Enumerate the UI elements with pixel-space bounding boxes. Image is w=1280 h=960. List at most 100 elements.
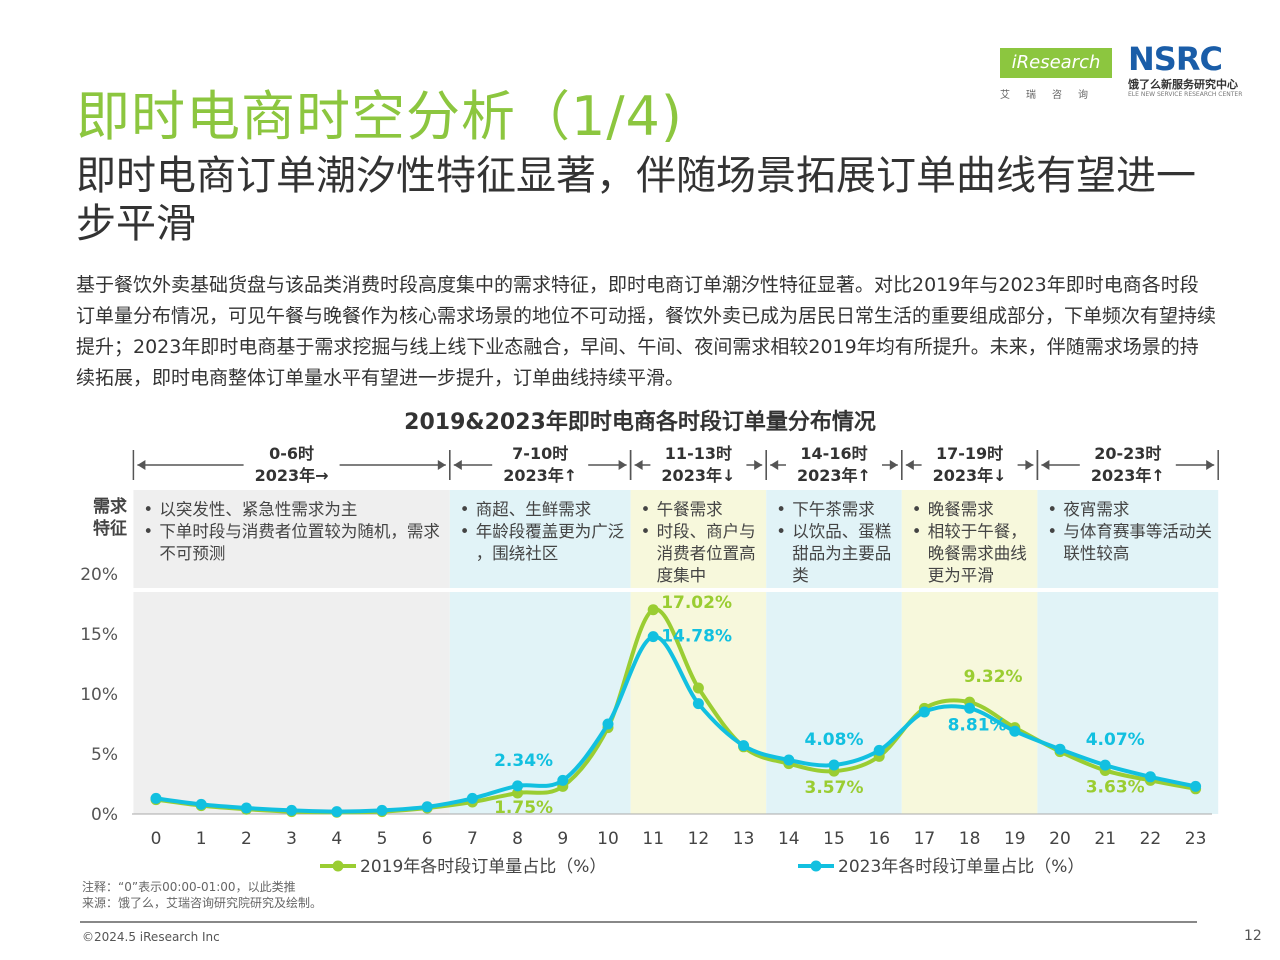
- feature-text-2-1: 时段、商户与消费者位置高度集中: [657, 522, 756, 585]
- x-tick-label-12: 12: [688, 829, 710, 849]
- data-label-9: 3.63%: [1086, 777, 1145, 797]
- footer-divider: [80, 921, 1197, 923]
- nsrc-logo-en: ELE NEW SERVICE RESEARCH CENTER: [1128, 91, 1243, 98]
- series-1-point-5: [376, 804, 388, 816]
- feature-bullet-5-0: •: [1047, 500, 1057, 519]
- y-tick-label-3: 15%: [80, 625, 118, 645]
- plot-band-3: [766, 592, 902, 814]
- x-tick-label-22: 22: [1140, 829, 1162, 849]
- y-tick-label-1: 5%: [91, 745, 118, 765]
- series-1-point-14: [783, 754, 795, 766]
- data-label-1: 14.78%: [661, 627, 732, 647]
- series-1-point-0: [150, 792, 162, 804]
- data-label-4: 2.34%: [494, 751, 553, 771]
- legend-label-1: 2023年各时段订单量占比（%）: [838, 857, 1084, 877]
- feature-bullet-3-1: •: [776, 522, 786, 541]
- feature-bullet-3-0: •: [776, 500, 786, 519]
- feature-bullet-1-1: •: [460, 522, 470, 541]
- series-1-point-2: [240, 802, 252, 814]
- feature-text-3-0: 下午茶需求: [792, 500, 875, 519]
- series-1-point-9: [557, 774, 569, 786]
- segment-arrowhead-right-0: [437, 460, 446, 470]
- data-label-5: 1.75%: [494, 798, 553, 818]
- feature-band-5: [1037, 490, 1219, 588]
- feature-bullet-5-1: •: [1047, 522, 1057, 541]
- series-1-point-16: [873, 744, 885, 756]
- feature-text-0-0: 以突发性、紧急性需求为主: [159, 500, 357, 519]
- x-tick-label-19: 19: [1004, 829, 1026, 849]
- series-1-point-23: [1190, 780, 1202, 792]
- series-1-point-12: [692, 698, 704, 710]
- segment-arrowhead-left-4: [905, 460, 914, 470]
- segment-period-2: 11-13时: [665, 444, 732, 463]
- x-tick-label-4: 4: [331, 829, 342, 849]
- x-tick-label-13: 13: [733, 829, 755, 849]
- plot-band-1: [449, 592, 631, 814]
- data-label-2: 9.32%: [964, 667, 1023, 687]
- series-1-point-7: [466, 792, 478, 804]
- segment-trend-0: 2023年→: [255, 466, 329, 485]
- feature-text-2-0: 午餐需求: [657, 500, 723, 519]
- segment-period-4: 17-19时: [936, 444, 1003, 463]
- feature-band-1: [449, 490, 631, 588]
- segment-arrowhead-left-3: [770, 460, 779, 470]
- series-1-point-17: [918, 706, 930, 718]
- segment-period-3: 14-16时: [800, 444, 867, 463]
- y-tick-label-2: 10%: [80, 685, 118, 705]
- feature-text-1-0: 商超、生鲜需求: [476, 500, 592, 519]
- x-tick-label-15: 15: [823, 829, 845, 849]
- series-1-point-19: [1009, 725, 1021, 737]
- x-tick-label-17: 17: [914, 829, 936, 849]
- segment-arrowhead-right-2: [754, 460, 763, 470]
- segment-trend-4: 2023年↓: [933, 466, 1007, 485]
- series-1-point-11: [647, 631, 659, 643]
- page-number: 12: [1244, 928, 1262, 944]
- footnote: 注释：“0”表示00:00-01:00，以此类推 来源：饿了么，艾瑞咨询研究院研…: [82, 879, 322, 911]
- feature-text-5-0: 夜宵需求: [1063, 500, 1129, 519]
- legend-label-0: 2019年各时段订单量占比（%）: [360, 857, 606, 877]
- nsrc-logo-cn: 饿了么新服务研究中心: [1128, 78, 1238, 91]
- feature-bullet-1-0: •: [460, 500, 470, 519]
- feature-bullet-2-1: •: [641, 522, 651, 541]
- data-label-8: 4.07%: [1086, 730, 1145, 750]
- x-tick-label-16: 16: [868, 829, 890, 849]
- x-tick-label-5: 5: [377, 829, 388, 849]
- feature-band-3: [766, 490, 902, 588]
- legend-marker-1: [810, 860, 822, 872]
- legend-marker-0: [332, 860, 344, 872]
- summary-paragraph: 基于餐饮外卖基础货盘与该品类消费时段高度集中的需求特征，即时电商订单潮汐性特征显…: [76, 274, 1217, 389]
- page-subtitle: 即时电商订单潮汐性特征显著，伴随场景拓展订单曲线有望进一步平滑: [76, 153, 1196, 247]
- segment-arrowhead-left-0: [137, 460, 146, 470]
- x-tick-label-11: 11: [642, 829, 664, 849]
- segment-arrowhead-left-2: [634, 460, 643, 470]
- x-tick-label-10: 10: [597, 829, 619, 849]
- data-label-0: 17.02%: [661, 593, 732, 613]
- x-tick-label-6: 6: [422, 829, 433, 849]
- x-tick-label-7: 7: [467, 829, 478, 849]
- iresearch-logo-cn: 艾瑞咨询: [1000, 90, 1104, 101]
- series-1-point-3: [286, 804, 298, 816]
- feature-band-0: [133, 490, 450, 588]
- feature-row-label-1: 特征: [93, 518, 127, 539]
- plot-band-0: [133, 592, 450, 814]
- nsrc-logo: NSRC: [1128, 40, 1223, 78]
- x-tick-label-8: 8: [512, 829, 523, 849]
- feature-row-label-0: 需求: [93, 496, 127, 517]
- feature-band-2: [630, 490, 767, 588]
- data-label-6: 4.08%: [805, 730, 864, 750]
- series-0-point-11: [647, 604, 659, 616]
- feature-text-1-1: 年龄段覆盖更为广泛，围绕社区: [476, 522, 625, 563]
- feature-bullet-0-0: •: [143, 500, 153, 519]
- series-1-point-18: [964, 702, 976, 714]
- data-label-7: 3.57%: [805, 778, 864, 798]
- x-tick-label-21: 21: [1094, 829, 1116, 849]
- segment-period-5: 20-23时: [1094, 444, 1161, 463]
- x-tick-label-3: 3: [286, 829, 297, 849]
- series-1-point-15: [828, 759, 840, 771]
- x-tick-label-14: 14: [778, 829, 800, 849]
- data-label-3: 8.81%: [948, 715, 1007, 735]
- chart-title: 2019&2023年即时电商各时段订单量分布情况: [404, 410, 876, 435]
- feature-text-3-1: 以饮品、蛋糕甜品为主要品类: [792, 522, 891, 585]
- x-tick-label-1: 1: [196, 829, 207, 849]
